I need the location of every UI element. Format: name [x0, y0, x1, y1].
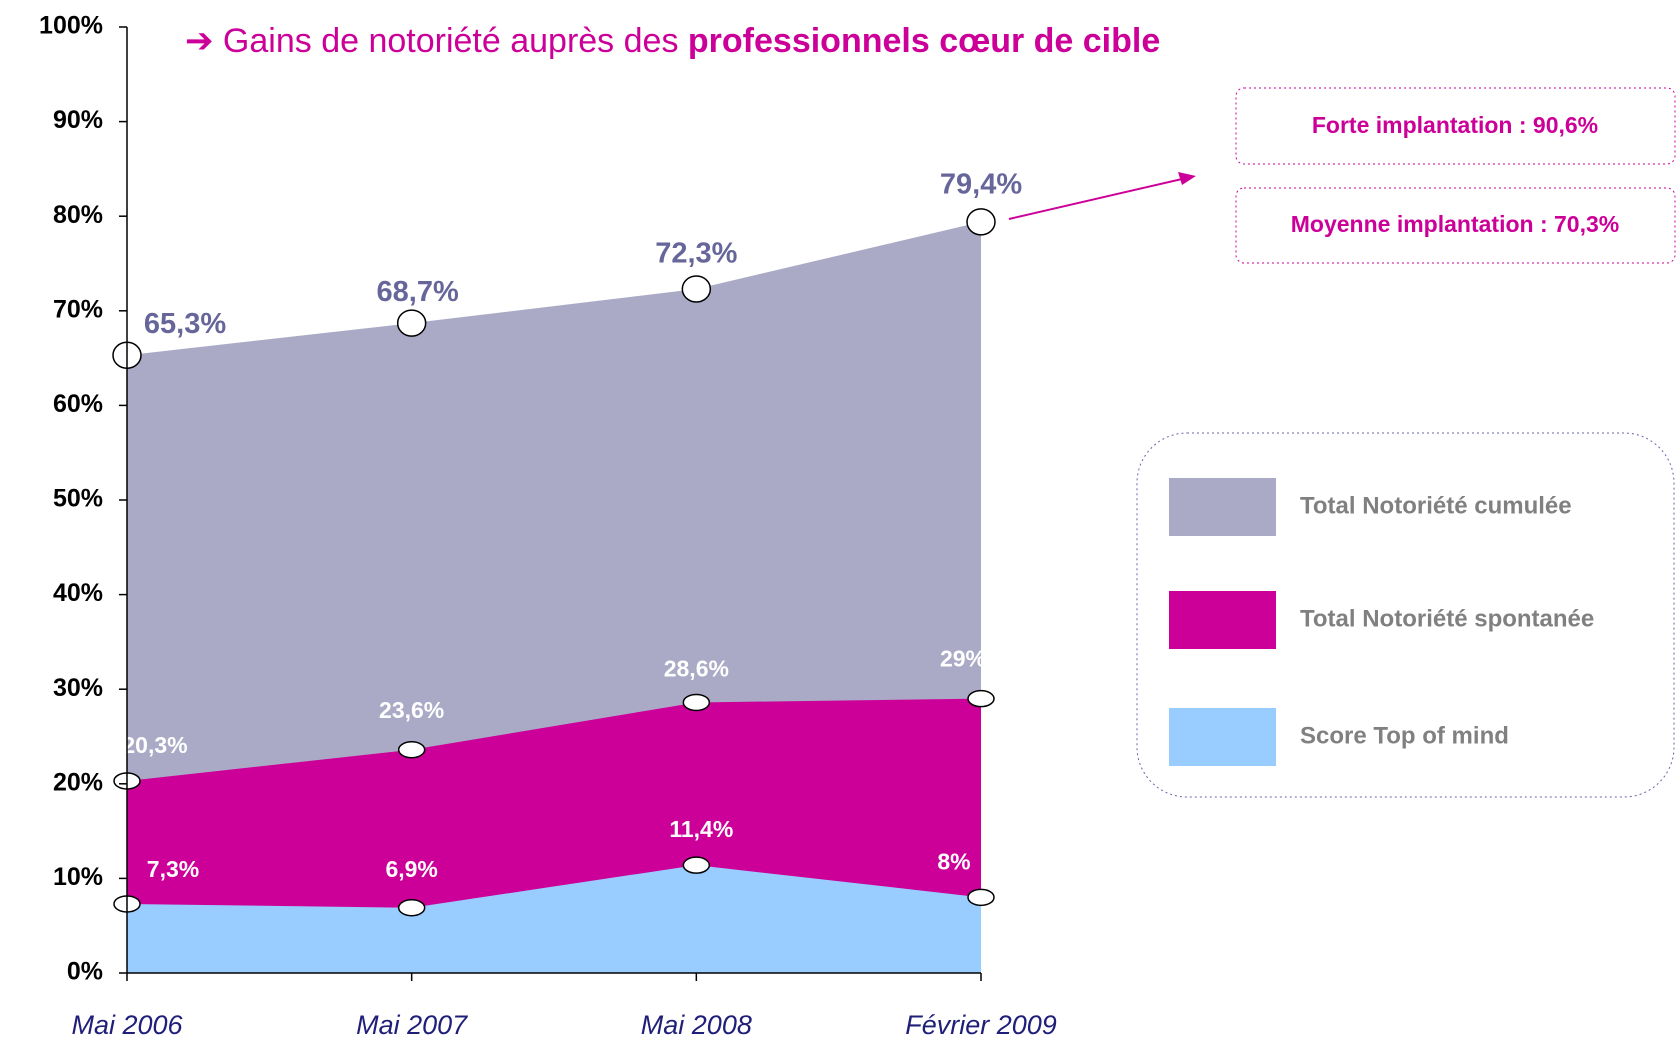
y-tick-label: 0%: [67, 958, 103, 986]
data-label: 65,3%: [144, 308, 226, 340]
arrow-head: [1178, 172, 1196, 185]
marker: [966, 208, 996, 236]
data-label: 29%: [940, 646, 986, 672]
legend-swatch: [1169, 478, 1276, 536]
annotation: Moyenne implantation : 70,3%: [1291, 211, 1619, 237]
chart-title: ➔ Gains de notoriété auprès des professi…: [185, 22, 1160, 60]
y-tick-label: 30%: [53, 674, 103, 702]
legend-box: [1136, 432, 1675, 798]
legend-swatch: [1169, 591, 1276, 649]
y-tick-label: 90%: [53, 106, 103, 134]
x-tick-label: Mai 2008: [641, 1010, 752, 1040]
marker: [397, 898, 426, 917]
y-tick-label: 50%: [53, 485, 103, 513]
marker: [967, 689, 995, 708]
legend-label: Total Notoriété cumulée: [1300, 492, 1572, 519]
marker: [682, 856, 711, 874]
y-tick-label: 70%: [53, 295, 103, 323]
annotation: Forte implantation : 90,6%: [1312, 112, 1598, 138]
annotation-box: [1235, 187, 1676, 264]
data-label: 6,9%: [385, 856, 437, 882]
x-tick-label: Mai 2006: [71, 1010, 183, 1040]
y-tick-label: 80%: [53, 201, 103, 229]
arrow: [1008, 178, 1183, 220]
y-tick-label: 100%: [39, 12, 103, 40]
legend-swatch: [1169, 708, 1276, 766]
legend-label: Total Notoriété spontanée: [1300, 605, 1594, 632]
marker: [396, 309, 427, 337]
data-label: 28,6%: [664, 656, 729, 682]
data-label: 72,3%: [655, 238, 737, 270]
data-label: 11,4%: [669, 816, 733, 842]
y-tick-label: 60%: [53, 390, 103, 418]
annotation-box: [1235, 87, 1676, 165]
y-tick-label: 20%: [53, 768, 103, 796]
title-emphasis: professionnels cœur de cible: [688, 22, 1160, 60]
data-label: 7,3%: [147, 856, 199, 882]
title-text: ➔ Gains de notoriété auprès des: [185, 22, 678, 60]
data-label: 8%: [937, 848, 970, 874]
data-label: 79,4%: [940, 169, 1022, 201]
x-tick-label: Mai 2007: [356, 1010, 468, 1040]
x-tick-label: Février 2009: [905, 1010, 1057, 1040]
data-label: 68,7%: [377, 276, 459, 308]
legend-label: Score Top of mind: [1300, 722, 1509, 749]
y-tick-label: 10%: [53, 863, 103, 891]
marker: [681, 275, 712, 303]
data-label: 20,3%: [122, 732, 187, 758]
marker: [397, 740, 426, 759]
marker: [967, 888, 995, 907]
marker: [682, 693, 711, 712]
area: [127, 865, 981, 973]
y-tick-label: 40%: [53, 579, 103, 607]
data-label: 23,6%: [379, 697, 444, 723]
